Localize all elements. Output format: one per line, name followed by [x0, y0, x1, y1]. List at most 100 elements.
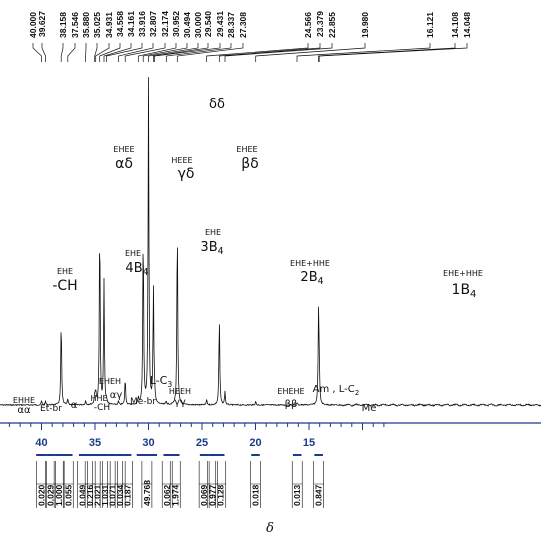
integral-bracket [314, 454, 323, 456]
peak-assignment-label: αα [17, 405, 31, 416]
peak-assignment-label: 2B4 [300, 270, 323, 287]
peak-assignment-label: αδ [115, 156, 133, 172]
x-axis-tick-label: 30 [142, 437, 154, 449]
integral-value: 0.055 [63, 484, 73, 506]
peak-assignment-label: Me-br [130, 397, 156, 407]
integral-bracket [86, 454, 94, 456]
peak-assignment-label: γγ [174, 397, 186, 408]
integral-value: 0.034 [115, 484, 125, 506]
peak-assignment-label: Et-br [40, 404, 62, 414]
top-peak-label: 30.952 [171, 11, 181, 37]
integral-value: 49.768 [142, 480, 152, 506]
top-peak-label: 39.627 [37, 11, 47, 37]
top-peak-connector [176, 43, 244, 62]
integral-bracket [292, 454, 302, 456]
integral-value: 0.977 [208, 484, 218, 506]
top-peak-label: 34.161 [126, 11, 136, 37]
integral-bracket [208, 454, 217, 456]
top-peak-connector [165, 43, 232, 62]
triad-label: EHEE [236, 145, 257, 154]
triad-label: EHEH [99, 377, 121, 386]
triad-label: EHEHE [277, 387, 304, 396]
integral-value: 1.031 [100, 484, 110, 506]
top-peak-connector [206, 43, 309, 62]
peak-assignment-label: ββ [285, 399, 298, 410]
integral-bracket [136, 454, 158, 456]
top-peak-label: 22.855 [327, 12, 337, 38]
top-peak-label: 30.494 [182, 12, 192, 38]
integral-bracket [170, 454, 180, 456]
integral-guide [36, 461, 47, 508]
integral-bracket [93, 454, 102, 456]
integral-guide [313, 461, 324, 508]
top-peak-label: 37.546 [70, 12, 80, 38]
x-axis-tick-label: 35 [89, 437, 101, 449]
top-peak-connector [118, 43, 154, 62]
integral-value: 2.021 [93, 484, 103, 506]
integral-value: 0.013 [292, 484, 302, 506]
top-peak-label: 30.000 [193, 12, 203, 38]
integral-value: 0.128 [216, 484, 226, 506]
triad-label: EHE [205, 228, 221, 237]
top-peak-label: 33.916 [137, 11, 147, 37]
peak-assignment-label: βδ [241, 156, 259, 172]
integral-bracket [36, 454, 47, 456]
integral-value: 0.049 [78, 484, 88, 506]
top-peak-label-group: 40.000 39.627 38.158 37.546 35.880 35.025 34.9… [28, 11, 472, 62]
triad-label: HHE [90, 394, 107, 403]
integral-value: 1.974 [170, 484, 180, 506]
triad-label: HEEH [169, 387, 191, 396]
spectrum-trace [0, 77, 541, 407]
top-peak-label: 34.558 [115, 11, 125, 37]
integral-bracket [216, 454, 225, 456]
top-peak-connector [95, 43, 110, 62]
integral-bracket [78, 454, 87, 456]
top-peak-connector [60, 43, 64, 62]
peak-assignment-label: 4B4 [125, 261, 148, 278]
x-axis-tick-label: 15 [303, 437, 315, 449]
integral-guide [141, 461, 153, 508]
top-peak-label: 38.158 [58, 12, 68, 38]
top-peak-label: 34.931 [104, 12, 114, 38]
top-peak-connector [148, 43, 199, 62]
top-peak-label: 14.048 [462, 12, 472, 38]
integral-guide [169, 461, 181, 508]
top-peak-connector [124, 43, 166, 62]
integral-bracket [108, 454, 117, 456]
triad-label: EHEE [113, 145, 134, 154]
integral-guide [53, 461, 65, 508]
triad-label: EHE [125, 249, 141, 258]
top-peak-label: 23.379 [315, 11, 325, 37]
top-peak-label: 24.566 [303, 12, 313, 38]
top-peak-connector [255, 43, 366, 62]
integral-value: 0.847 [314, 484, 324, 506]
integral-guide [215, 461, 227, 508]
triad-label: HEEE [171, 156, 192, 165]
top-peak-label: 32.807 [148, 11, 158, 37]
peak-assignment-label: γδ [178, 166, 195, 182]
top-peak-connector [154, 43, 221, 62]
top-peak-label: 29.540 [203, 11, 213, 37]
top-peak-connector [94, 43, 98, 62]
peak-assignment-label: 1B4 [452, 282, 477, 300]
integral-bracket [123, 454, 132, 456]
integral-value: 0.018 [251, 484, 261, 506]
top-peak-connector [296, 43, 431, 62]
triad-label: EHHE [13, 396, 35, 405]
integral-bracket [46, 454, 55, 456]
top-peak-connector [142, 43, 188, 62]
integral-bracket [63, 454, 73, 456]
top-peak-connector [99, 43, 121, 62]
integral-value: 0.062 [162, 484, 172, 506]
top-peak-label: 35.880 [81, 12, 91, 38]
integral-value: 1.000 [54, 484, 64, 506]
peak-assignment-label: Am , L-C2 [313, 384, 360, 397]
integral-guide [250, 461, 261, 508]
peak-assignment-label: α [71, 400, 78, 411]
top-peak-label: 29.431 [215, 11, 225, 37]
spectrum-plot-area [0, 77, 541, 407]
peak-assignment-label: -CH [52, 278, 77, 294]
peak-assignment-label: L-C3 [150, 374, 173, 389]
